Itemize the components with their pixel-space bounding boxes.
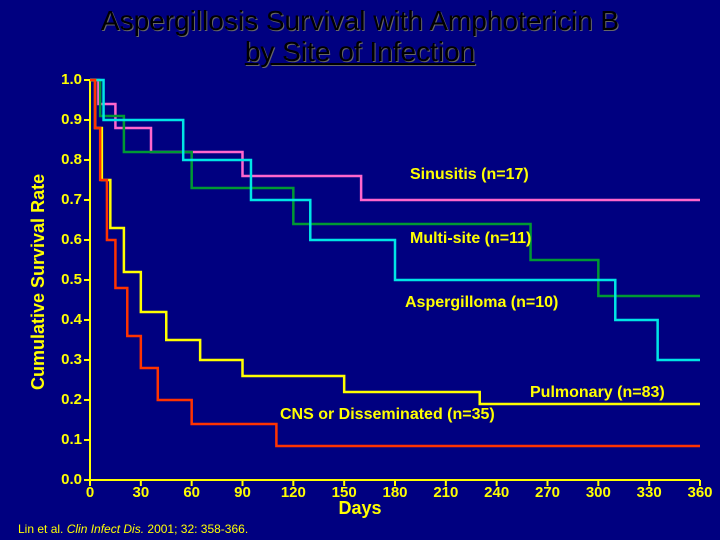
series-label: Multi-site (n=11): [410, 230, 531, 248]
survival-chart: [0, 0, 720, 540]
y-tick: 0.6: [48, 231, 82, 248]
y-tick: 0.5: [48, 271, 82, 288]
x-tick: 150: [324, 484, 364, 501]
x-tick: 60: [172, 484, 212, 501]
x-tick: 210: [426, 484, 466, 501]
x-tick: 120: [273, 484, 313, 501]
series-label: Sinusitis (n=17): [410, 166, 529, 184]
x-tick: 330: [629, 484, 669, 501]
y-tick: 0.3: [48, 351, 82, 368]
x-tick: 270: [528, 484, 568, 501]
x-tick: 0: [70, 484, 110, 501]
x-tick: 180: [375, 484, 415, 501]
series-label: Pulmonary (n=83): [530, 384, 665, 402]
y-tick: 0.9: [48, 111, 82, 128]
y-tick: 0.4: [48, 311, 82, 328]
x-tick: 360: [680, 484, 720, 501]
y-tick: 0.7: [48, 191, 82, 208]
series-label: Aspergilloma (n=10): [405, 294, 558, 312]
y-tick: 0.8: [48, 151, 82, 168]
y-tick: 0.2: [48, 391, 82, 408]
x-tick: 90: [223, 484, 263, 501]
series-label: CNS or Disseminated (n=35): [280, 406, 495, 424]
x-tick: 240: [477, 484, 517, 501]
x-tick: 30: [121, 484, 161, 501]
y-tick: 1.0: [48, 71, 82, 88]
x-tick: 300: [578, 484, 618, 501]
y-tick: 0.1: [48, 431, 82, 448]
